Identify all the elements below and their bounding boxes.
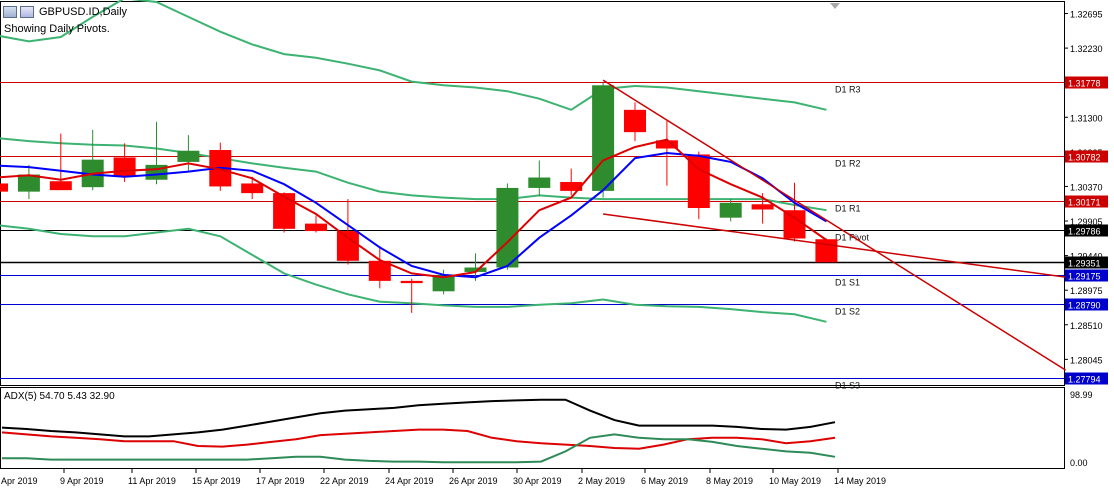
price-axis: 1.326951.322301.313001.308351.303701.299… xyxy=(1064,10,1108,468)
time-tick-label: 15 Apr 2019 xyxy=(192,476,241,486)
candle-bear xyxy=(751,204,774,210)
candle-bull xyxy=(432,274,455,292)
candle-bull xyxy=(592,85,615,191)
adx-panel xyxy=(1,398,836,464)
chart-window-icon[interactable] xyxy=(3,6,17,18)
pivot-label: D1 R1 xyxy=(835,204,861,214)
pivot-subtitle: Showing Daily Pivots. xyxy=(4,23,110,35)
time-tick-label: 5 Apr 2019 xyxy=(0,476,38,486)
sub-frame xyxy=(0,387,1065,469)
trendline xyxy=(602,79,1067,371)
time-tick-label: 30 Apr 2019 xyxy=(513,476,562,486)
moving-averages xyxy=(0,138,827,279)
candle-bear xyxy=(273,193,296,229)
candles xyxy=(0,83,838,313)
candle-bear xyxy=(560,181,583,191)
pivot-label: D1 Pivot xyxy=(835,233,870,243)
trendline xyxy=(602,213,1066,278)
candle-bear xyxy=(336,231,359,261)
current-price-label: 1.29351 xyxy=(1068,259,1101,269)
ma-blue xyxy=(0,151,827,279)
price-tick-label: 1.32230 xyxy=(1070,44,1103,54)
pivot-price-label: 1.27794 xyxy=(1068,375,1101,385)
pivot-price-label: 1.28790 xyxy=(1068,301,1101,311)
candle-bear xyxy=(368,260,391,281)
candle-bull xyxy=(177,150,200,162)
indicator-icon[interactable] xyxy=(20,6,34,18)
pivot-price-label: 1.30171 xyxy=(1068,198,1101,208)
time-tick-label: 6 May 2019 xyxy=(641,476,688,486)
time-tick-label: 24 Apr 2019 xyxy=(385,476,434,486)
time-tick-label: 14 May 2019 xyxy=(834,476,886,486)
candle-bear xyxy=(624,109,646,133)
candle-bear xyxy=(400,280,423,284)
pivot-label: D1 R2 xyxy=(835,159,861,169)
band-upper xyxy=(0,0,827,111)
pivot-lines: D1 R3 D1 R2 D1 R1 D1 Pivot D1 S1 D1 S2 D1 S3 xyxy=(0,82,1064,391)
di-minus-line xyxy=(1,428,836,450)
candle-bull xyxy=(464,267,487,272)
pivot-price-box xyxy=(1065,195,1108,208)
candle-bull xyxy=(719,202,742,218)
chart-shift-marker xyxy=(830,3,840,9)
price-tick-label: 1.30370 xyxy=(1070,182,1103,192)
pivot-label: D1 S1 xyxy=(835,278,860,288)
price-tick-label: 1.29905 xyxy=(1070,217,1103,227)
candle-bear xyxy=(687,154,710,209)
pivot-price-box xyxy=(1065,150,1108,163)
time-tick-label: 8 May 2019 xyxy=(706,476,753,486)
adx-indicator-label: ADX(5) 54.70 5.43 32.90 xyxy=(4,391,115,402)
candle-bear xyxy=(783,210,806,239)
pivot-price-label: 1.30782 xyxy=(1068,153,1101,163)
adx-tick-label: 0.00 xyxy=(1070,458,1088,468)
pivot-label: D1 R3 xyxy=(835,85,861,95)
time-tick-label: 2 May 2019 xyxy=(578,476,625,486)
time-axis: 5 Apr 2019 9 Apr 2019 11 Apr 2019 15 Apr 20… xyxy=(0,469,886,486)
candle-bear xyxy=(655,140,678,149)
price-tick-label: 1.31300 xyxy=(1070,113,1103,123)
price-tick-label: 1.28975 xyxy=(1070,286,1103,296)
price-tick-label: 1.28045 xyxy=(1070,355,1103,365)
candle-bear xyxy=(49,181,72,191)
candle-bear xyxy=(0,183,8,192)
pivot-price-label: 1.31778 xyxy=(1068,79,1101,89)
candle-bull xyxy=(528,177,551,188)
symbol-title: GBPUSD.ID,Daily xyxy=(39,6,128,18)
adx-tick-label: 98.99 xyxy=(1070,390,1093,400)
main-frame xyxy=(0,1,1065,386)
time-tick-label: 22 Apr 2019 xyxy=(320,476,369,486)
time-tick-label: 26 Apr 2019 xyxy=(449,476,498,486)
chart-frame xyxy=(0,1,1065,469)
time-tick-label: 9 Apr 2019 xyxy=(60,476,104,486)
pivot-price-box xyxy=(1065,224,1108,237)
candle-bear xyxy=(305,223,327,232)
pivot-price-box xyxy=(1065,269,1108,282)
price-tick-label: 1.28510 xyxy=(1070,321,1103,331)
candle-bear xyxy=(113,157,136,177)
di-plus-line xyxy=(2,433,836,464)
price-tick-label: 1.32695 xyxy=(1070,10,1103,20)
time-tick-label: 10 May 2019 xyxy=(769,476,821,486)
candle-bull xyxy=(496,187,519,268)
trendlines xyxy=(602,79,1067,371)
pivot-price-box xyxy=(1065,372,1108,385)
time-tick-label: 11 Apr 2019 xyxy=(128,476,176,486)
ma-red xyxy=(0,138,827,279)
pivot-label: D1 S2 xyxy=(835,307,860,317)
pivot-price-label: 1.29175 xyxy=(1068,272,1101,282)
adx-line xyxy=(1,398,836,438)
candle-bear xyxy=(241,183,264,194)
time-tick-label: 17 Apr 2019 xyxy=(256,476,305,486)
pivot-label: D1 S3 xyxy=(835,381,860,391)
pivot-price-label: 1.29786 xyxy=(1068,227,1101,237)
pivot-price-box xyxy=(1065,76,1108,89)
candle-bull xyxy=(17,174,40,192)
pivot-price-box xyxy=(1065,298,1108,311)
current-price-box xyxy=(1065,256,1108,269)
